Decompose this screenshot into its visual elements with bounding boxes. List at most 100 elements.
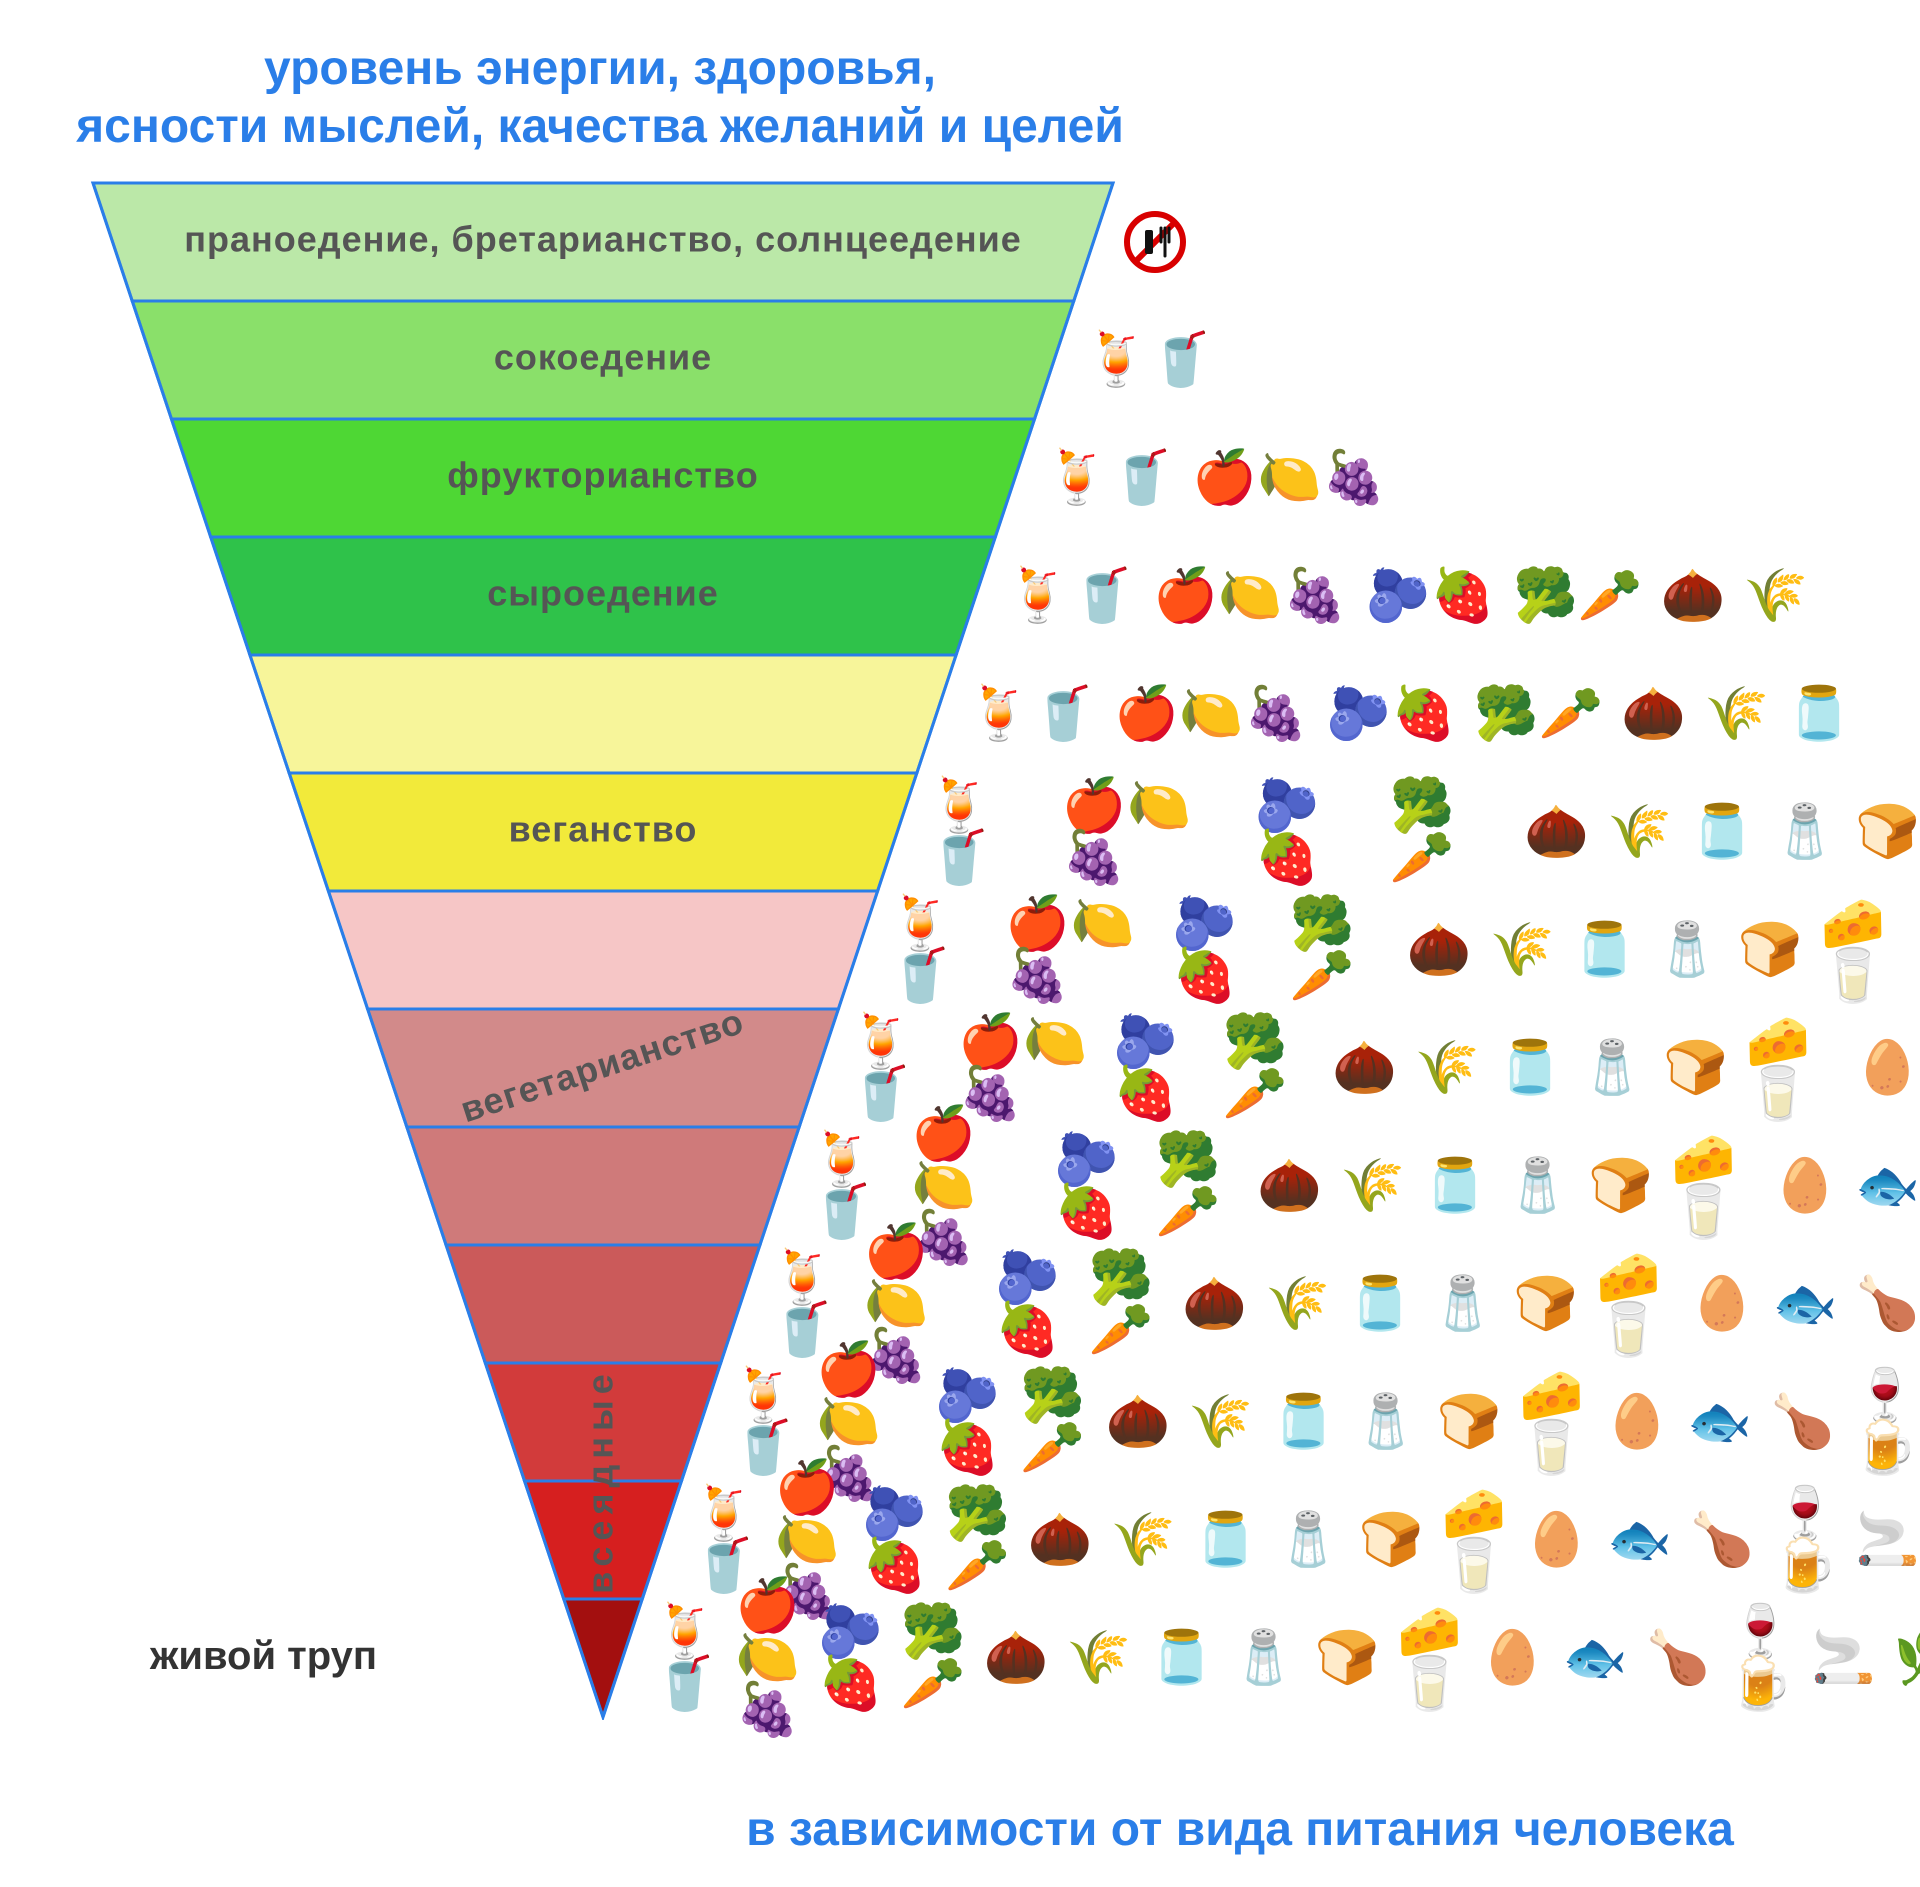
berries-icon: 🫐🍓	[1365, 560, 1495, 632]
salt-icon: 🧂	[1431, 1268, 1496, 1340]
veg-icon: 🥦🥕	[1513, 560, 1643, 632]
egg-icon: 🥚	[1773, 1150, 1838, 1222]
grain-icon: 🌾	[1490, 914, 1555, 986]
juice-icon: 🍹🥤	[966, 678, 1096, 750]
level-label-2: фрукторианство	[447, 455, 758, 496]
icon-row-6: 🍹🥤🍎🍋🍇🫐🍓🥦🥕🌰🌾🫙🧂🍞🧀🥛	[888, 914, 1920, 986]
funnel-level-9	[446, 1245, 760, 1363]
hookah-icon: 🚬	[1811, 1622, 1876, 1694]
funnel-level-6	[328, 891, 877, 1009]
oil-icon: 🫙	[1572, 914, 1637, 986]
level-label-1: сокоедение	[494, 337, 712, 378]
icon-row-1: 🍹🥤	[1084, 324, 1214, 396]
berries-icon: 🫐🍓	[1113, 1032, 1204, 1104]
alcohol-icon: 🍷🍺	[1728, 1622, 1793, 1694]
fruit-icon: 🍎🍋🍇	[1062, 796, 1237, 868]
dairy-icon: 🧀🥛	[1746, 1032, 1837, 1104]
oil-icon: 🫙	[1498, 1032, 1563, 1104]
bread-icon: 🍞	[1315, 1622, 1380, 1694]
icon-row-2: 🍹🥤🍎🍋🍇	[1045, 442, 1387, 514]
fruit-icon: 🍎🍋🍇	[816, 1386, 917, 1458]
berries-icon: 🫐🍓	[995, 1268, 1071, 1340]
dairy-icon: 🧀🥛	[1596, 1268, 1672, 1340]
nofood-icon	[1123, 206, 1187, 278]
bread-icon: 🍞	[1855, 796, 1920, 868]
meat-icon: 🍗	[1646, 1622, 1711, 1694]
funnel-level-8	[407, 1127, 799, 1245]
seeds-icon: 🌰	[1106, 1386, 1171, 1458]
egg-icon: 🥚	[1524, 1504, 1589, 1576]
fruit-icon: 🍎🍋🍇	[958, 1032, 1095, 1104]
grain-icon: 🌾	[1066, 1622, 1131, 1694]
bread-icon: 🍞	[1513, 1268, 1578, 1340]
level-label-0: праноедение, бретарианство, солнцеедение	[184, 219, 1022, 260]
berries-icon: 🫐🍓	[1172, 914, 1271, 986]
icon-row-4: 🍹🥤🍎🍋🍇🫐🍓🥦🥕🌰🌾🫙	[966, 678, 1851, 750]
juice-icon: 🍹🥤	[653, 1622, 718, 1694]
juice-icon: 🍹🥤	[731, 1386, 798, 1458]
icon-row-8: 🍹🥤🍎🍋🍇🫐🍓🥦🥕🌰🌾🫙🧂🍞🧀🥛🥚🐟	[810, 1150, 1920, 1222]
title-top: уровень энергии, здоровья, ясности мысле…	[0, 40, 1200, 155]
egg-icon: 🥚	[1690, 1268, 1755, 1340]
berries-icon: 🫐🍓	[935, 1386, 1002, 1458]
dairy-icon: 🧀🥛	[1397, 1622, 1462, 1694]
juice-icon: 🍹🥤	[810, 1150, 894, 1222]
grain-icon: 🌾	[1743, 560, 1808, 632]
salt-icon: 🧂	[1773, 796, 1838, 868]
juice-icon: 🍹🥤	[1084, 324, 1214, 396]
cannabis-icon: 🌿	[1894, 1622, 1920, 1694]
berries-icon: 🫐🍓	[818, 1622, 883, 1694]
fruit-icon: 🍎🍋🍇	[1114, 678, 1308, 750]
veg-icon: 🥦🥕	[1089, 1268, 1165, 1340]
salt-icon: 🧂	[1354, 1386, 1419, 1458]
egg-icon: 🥚	[1605, 1386, 1670, 1458]
fruit-icon: 🍎🍋🍇	[864, 1268, 977, 1340]
juice-icon: 🍹🥤	[888, 914, 987, 986]
bread-icon: 🍞	[1437, 1386, 1502, 1458]
berries-icon: 🫐🍓	[1054, 1150, 1138, 1222]
salt-icon: 🧂	[1580, 1032, 1645, 1104]
oil-icon: 🫙	[1423, 1150, 1488, 1222]
seeds-icon: 🌰	[1407, 914, 1472, 986]
juice-icon: 🍹🥤	[1006, 560, 1136, 632]
veg-icon: 🥦🥕	[1290, 914, 1389, 986]
meat-icon: 🍗	[1690, 1504, 1755, 1576]
grain-icon: 🌾	[1265, 1268, 1330, 1340]
veg-icon: 🥦🥕	[1390, 796, 1507, 868]
seeds-icon: 🌰	[1182, 1268, 1247, 1340]
juice-icon: 🍹🥤	[849, 1032, 940, 1104]
title-line-2: ясности мыслей, качества желаний и целей	[0, 98, 1200, 156]
oil-icon: 🫙	[1787, 678, 1852, 750]
egg-icon: 🥚	[1855, 1032, 1920, 1104]
berries-icon: 🫐🍓	[862, 1504, 927, 1576]
grain-icon: 🌾	[1111, 1504, 1176, 1576]
veg-icon: 🥦🥕	[1156, 1150, 1240, 1222]
grain-icon: 🌾	[1607, 796, 1672, 868]
berries-icon: 🫐🍓	[1255, 796, 1372, 868]
veg-icon: 🥦🥕	[901, 1622, 966, 1694]
seeds-icon: 🌰	[1524, 796, 1589, 868]
fruit-icon: 🍎🍋🍇	[1153, 560, 1347, 632]
icon-row-11: 🍹🥤🍎🍋🍇🫐🍓🥦🥕🌰🌾🫙🧂🍞🧀🥛🥚🐟🍗🍷🍺🚬	[692, 1504, 1920, 1576]
oil-icon: 🫙	[1690, 796, 1755, 868]
alcohol-icon: 🍷🍺	[1773, 1504, 1838, 1576]
seeds-icon: 🌰	[1257, 1150, 1322, 1222]
fruit-icon: 🍎🍋🍇	[911, 1150, 1036, 1222]
fish-icon: 🐟	[1687, 1386, 1752, 1458]
grain-icon: 🌾	[1340, 1150, 1405, 1222]
fruit-icon: 🍎🍋🍇	[775, 1504, 845, 1576]
egg-icon: 🥚	[1480, 1622, 1545, 1694]
hookah-icon: 🚬	[1855, 1504, 1920, 1576]
oil-icon: 🫙	[1348, 1268, 1413, 1340]
fish-icon: 🐟	[1607, 1504, 1672, 1576]
seeds-icon: 🌰	[1660, 560, 1725, 632]
seeds-icon: 🌰	[1621, 678, 1686, 750]
dairy-icon: 🧀🥛	[1519, 1386, 1586, 1458]
bread-icon: 🍞	[1738, 914, 1803, 986]
title-bottom: в зависимости от вида питания человека	[640, 1802, 1840, 1857]
icon-row-9: 🍹🥤🍎🍋🍇🫐🍓🥦🥕🌰🌾🫙🧂🍞🧀🥛🥚🐟🍗	[770, 1268, 1920, 1340]
dairy-icon: 🧀🥛	[1821, 914, 1920, 986]
icon-row-0	[1123, 206, 1187, 278]
meat-icon: 🍗	[1855, 1268, 1920, 1340]
level-label-3: сыроедение	[487, 573, 719, 614]
